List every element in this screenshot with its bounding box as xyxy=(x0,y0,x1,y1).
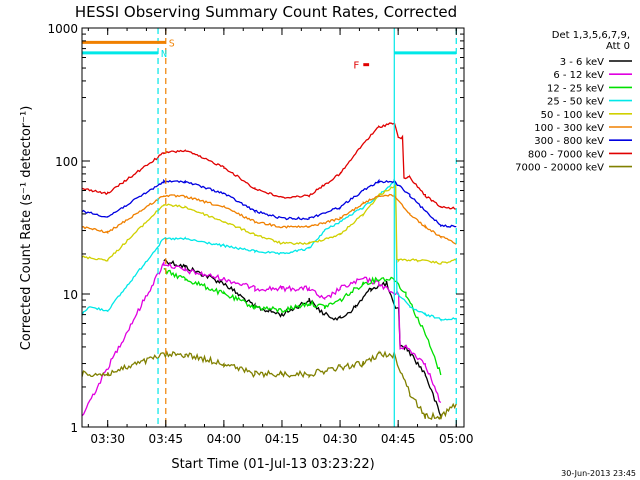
marker-label: F xyxy=(353,61,359,72)
legend-label: 7000 - 20000 keV xyxy=(515,163,604,174)
chart-title: HESSI Observing Summary Count Rates, Cor… xyxy=(75,3,457,21)
legend-label: 100 - 300 keV xyxy=(534,123,604,134)
y-tick-label: 100 xyxy=(55,155,78,169)
x-tick-label: 04:30 xyxy=(323,432,358,446)
x-tick-label: 03:45 xyxy=(148,432,183,446)
x-tick-label: 05:00 xyxy=(439,432,474,446)
plot-frame xyxy=(81,27,465,428)
marker-layer xyxy=(82,28,457,427)
series-line xyxy=(163,267,442,376)
legend-label: 300 - 800 keV xyxy=(534,136,604,147)
y-tick-label: 1000 xyxy=(47,22,78,36)
legend-label: 3 - 6 keV xyxy=(560,57,604,68)
legend-label: 50 - 100 keV xyxy=(541,110,605,121)
legend-header: Att 0 xyxy=(606,41,630,52)
legend: Det 1,3,5,6,7,9,Att 03 - 6 keV 6 - 12 keV… xyxy=(515,30,632,174)
y-tick-label: 1 xyxy=(70,421,78,435)
timestamp: 30-Jun-2013 23:45 xyxy=(561,469,636,478)
marker-label: S xyxy=(169,38,175,49)
legend-label: 12 - 25 keV xyxy=(547,83,604,94)
legend-label: 25 - 50 keV xyxy=(547,97,604,108)
legend-label: 800 - 7000 keV xyxy=(528,149,604,160)
x-tick-label: 04:45 xyxy=(381,432,416,446)
series-line xyxy=(82,122,457,210)
legend-label: 6 - 12 keV xyxy=(553,70,604,81)
marker-label: N xyxy=(161,49,167,60)
x-axis-label: Start Time (01-Jul-13 03:23:22) xyxy=(171,457,374,472)
legend-header: Det 1,3,5,6,7,9, xyxy=(552,30,630,41)
y-tick-label: 10 xyxy=(63,288,78,302)
axis-layer: 03:30 03:45 04:00 04:15 04:30 04:45 05:00 1 10 10… xyxy=(47,22,473,446)
y-axis-label: Corrected Count Rate (s⁻¹ detector⁻¹) xyxy=(19,106,34,351)
series-line xyxy=(82,260,442,417)
x-tick-label: 03:30 xyxy=(90,432,125,446)
x-tick-label: 04:00 xyxy=(207,432,242,446)
x-tick-label: 04:15 xyxy=(265,432,300,446)
